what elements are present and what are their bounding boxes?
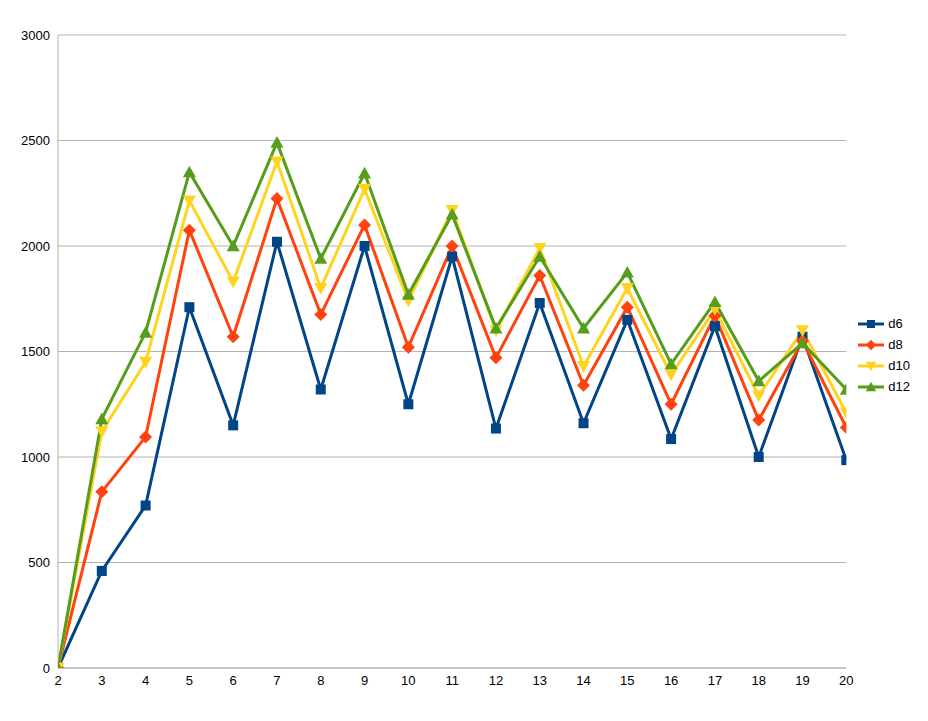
- svg-text:0: 0: [43, 661, 50, 676]
- html-text:d12: d12: [888, 379, 910, 394]
- svg-text:2: 2: [54, 673, 61, 688]
- svg-text:17: 17: [708, 673, 722, 688]
- html-text:d10: d10: [888, 358, 910, 373]
- svg-text:9: 9: [361, 673, 368, 688]
- svg-text:2500: 2500: [21, 133, 50, 148]
- svg-text:14: 14: [576, 673, 590, 688]
- svg-text:12: 12: [489, 673, 503, 688]
- svg-text:18: 18: [751, 673, 765, 688]
- html-text:d8: d8: [888, 337, 903, 352]
- svg-text:500: 500: [28, 555, 50, 570]
- svg-text:1500: 1500: [21, 344, 50, 359]
- svg-text:6: 6: [230, 673, 237, 688]
- svg-text:11: 11: [445, 673, 459, 688]
- svg-text:19: 19: [795, 673, 809, 688]
- svg-text:3000: 3000: [21, 28, 50, 43]
- svg-text:5: 5: [186, 673, 193, 688]
- svg-text:2000: 2000: [21, 239, 50, 254]
- svg-text:8: 8: [317, 673, 324, 688]
- html-text:d6: d6: [888, 316, 903, 331]
- svg-text:4: 4: [142, 673, 149, 688]
- svg-text:15: 15: [620, 673, 634, 688]
- svg-text:13: 13: [533, 673, 547, 688]
- svg-text:10: 10: [401, 673, 415, 688]
- svg-text:7: 7: [273, 673, 280, 688]
- svg-text:3: 3: [98, 673, 105, 688]
- svg-text:20: 20: [839, 673, 853, 688]
- svg-text:1000: 1000: [21, 450, 50, 465]
- svg-text:16: 16: [664, 673, 678, 688]
